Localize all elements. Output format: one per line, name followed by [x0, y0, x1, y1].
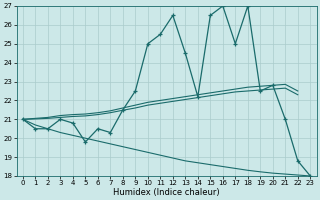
X-axis label: Humidex (Indice chaleur): Humidex (Indice chaleur) [113, 188, 220, 197]
